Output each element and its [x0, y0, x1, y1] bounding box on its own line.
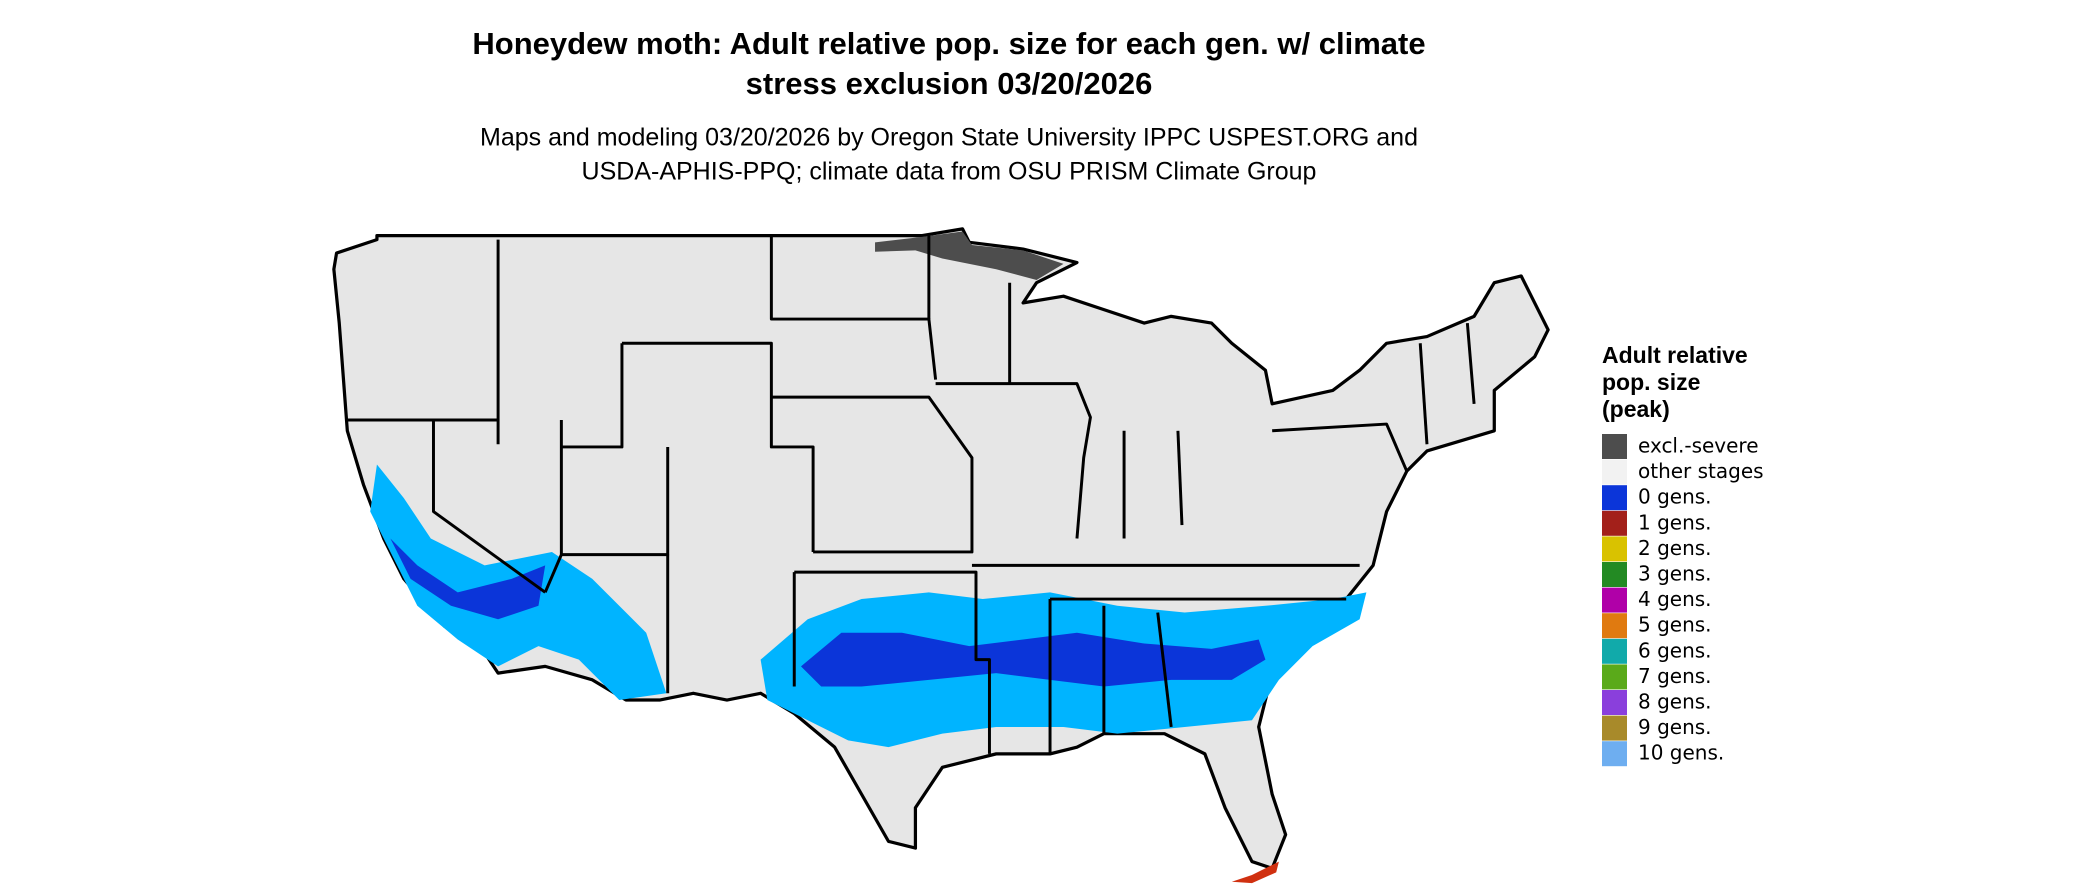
- legend-label: 1 gens.: [1638, 510, 1712, 534]
- legend-swatch: [1602, 587, 1627, 613]
- legend-label: 10 gens.: [1638, 741, 1724, 765]
- legend-swatch: [1602, 638, 1627, 664]
- legend-swatch: [1602, 715, 1627, 741]
- title-line: stress exclusion 03/20/2026: [746, 66, 1153, 101]
- legend-label: 8 gens.: [1638, 690, 1712, 714]
- legend-swatch: [1602, 536, 1627, 562]
- legend-title: pop. size: [1602, 369, 1700, 395]
- dark-blue-area: [800, 632, 1266, 687]
- legend-swatch: [1602, 664, 1627, 690]
- legend-swatch: [1602, 613, 1627, 639]
- subtitle-line: Maps and modeling 03/20/2026 by Oregon S…: [480, 124, 1418, 152]
- legend-swatch: [1602, 562, 1627, 587]
- legend-title: Adult relative: [1602, 342, 1748, 368]
- legend-swatch: [1602, 485, 1627, 511]
- legend-label: excl.-severe: [1638, 434, 1759, 458]
- legend-label: 4 gens.: [1638, 587, 1712, 611]
- legend-label: 2 gens.: [1638, 536, 1712, 560]
- legend-label: 6 gens.: [1638, 638, 1712, 662]
- legend-label: 9 gens.: [1638, 715, 1712, 739]
- us-land: [332, 227, 1550, 870]
- red-area: [1231, 861, 1279, 884]
- legend-label: other stages: [1638, 459, 1764, 483]
- dark-blue-area: [390, 538, 546, 620]
- legend-swatch: [1602, 434, 1627, 459]
- legend: Adult relative pop. size (peak) excl.-se…: [1602, 342, 1764, 767]
- state-borders: [347, 235, 1476, 754]
- title-line: Honeydew moth: Adult relative pop. size …: [472, 26, 1425, 61]
- legend-label: 7 gens.: [1638, 664, 1712, 688]
- legend-swatch: [1602, 459, 1627, 485]
- legend-swatch: [1602, 690, 1627, 715]
- excluded-area: [875, 231, 1064, 281]
- us-map: [332, 227, 1550, 884]
- legend-label: 3 gens.: [1638, 562, 1712, 586]
- legend-label: 5 gens.: [1638, 613, 1712, 637]
- legend-label: 0 gens.: [1638, 485, 1712, 509]
- legend-swatch: [1602, 741, 1627, 767]
- legend-title: (peak): [1602, 396, 1670, 422]
- legend-swatch: [1602, 510, 1627, 536]
- subtitle-line: USDA-APHIS-PPQ; climate data from OSU PR…: [582, 158, 1317, 186]
